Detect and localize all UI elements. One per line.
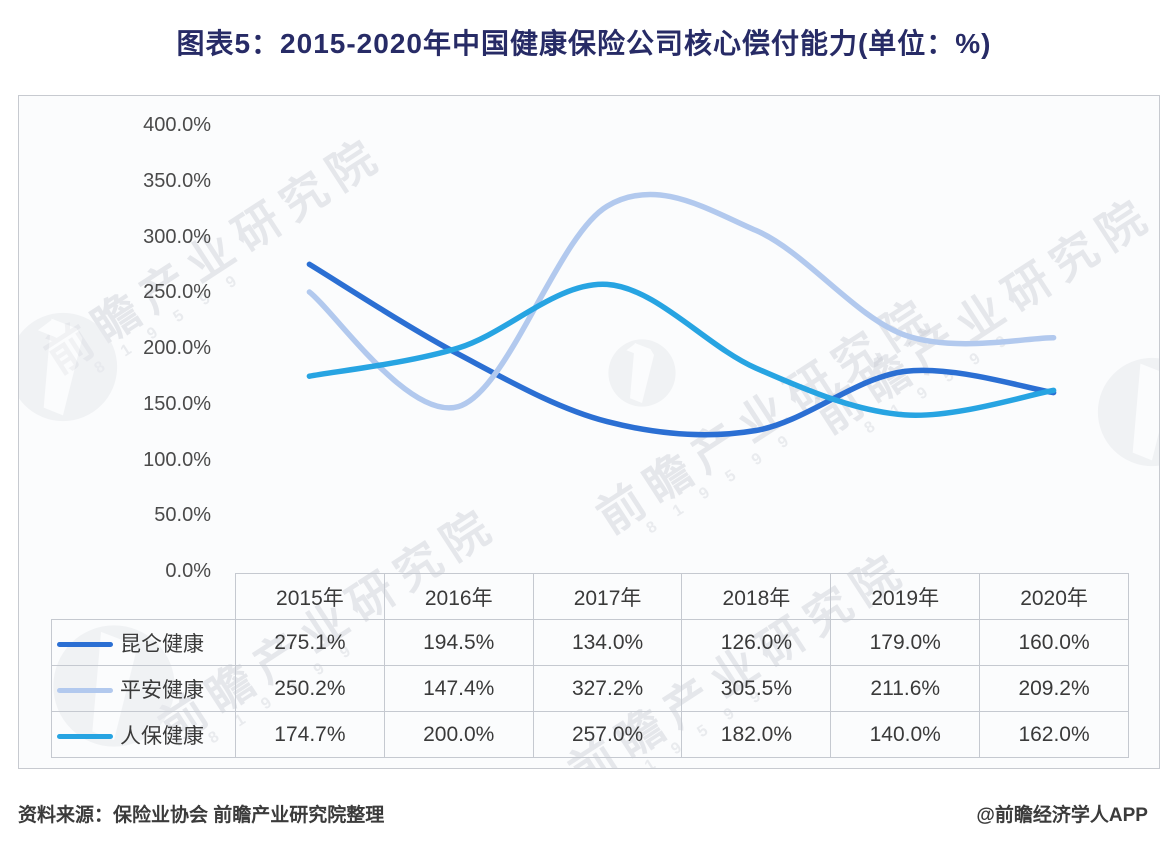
data-table: 2015年 2016年 2017年 2018年 2019年 2020年 昆仑健康 275.1… <box>51 573 1129 758</box>
series-legend-0: 昆仑健康 <box>51 619 236 666</box>
page-title: 图表5：2015-2020年中国健康保险公司核心偿付能力(单位：%) <box>176 28 992 59</box>
credit-note: @前瞻经济学人APP <box>976 805 1148 826</box>
table-cell-value: 257.0% <box>532 711 683 758</box>
table-cell-value: 209.2% <box>979 665 1129 712</box>
table-cell-value: 160.0% <box>979 619 1129 666</box>
table-cell-value: 275.1% <box>235 619 385 666</box>
y-axis-tick-label: 150.0% <box>143 392 211 415</box>
table-cell-value: 305.5% <box>681 665 832 712</box>
series-legend-2: 人保健康 <box>51 711 236 758</box>
table-header-year: 2020年 <box>979 573 1129 620</box>
logo-watermark-icon <box>19 312 118 422</box>
table-cell-value: 134.0% <box>532 619 683 666</box>
table-cell-value: 147.4% <box>383 665 534 712</box>
line-plot <box>306 191 1057 438</box>
table-cell-value: 162.0% <box>979 711 1129 758</box>
table-cell-value: 327.2% <box>532 665 683 712</box>
legend-line-swatch <box>57 734 113 740</box>
table-cell-value: 126.0% <box>681 619 832 666</box>
table-header-row: 2015年 2016年 2017年 2018年 2019年 2020年 <box>52 573 1129 620</box>
table-row: 平安健康 250.2% 147.4% 327.2% 305.5% 211.6% 209.2% <box>51 665 1129 712</box>
series-legend-1: 平安健康 <box>51 665 236 712</box>
y-axis-tick-label: 200.0% <box>143 337 211 359</box>
table-cell-value: 140.0% <box>830 711 981 758</box>
table-row: 人保健康 174.7% 200.0% 257.0% 182.0% 140.0% 162.0% <box>51 711 1129 758</box>
series-line-0 <box>306 261 1057 438</box>
y-axis-tick-label: 0.0% <box>165 560 211 582</box>
table-header-year: 2019年 <box>830 573 981 620</box>
chart-area: 前瞻产业研究院 8 1 9 5 9 9 前瞻产业研究院 8 1 9 5 9 9 … <box>18 95 1160 769</box>
table-header-year: 2015年 <box>235 573 385 620</box>
series-name: 昆仑健康 <box>120 632 204 656</box>
series-name: 平安健康 <box>120 678 204 702</box>
logo-watermark-icon <box>608 339 676 407</box>
y-axis-tick-label: 300.0% <box>143 225 211 248</box>
table-header-year: 2018年 <box>681 573 832 620</box>
logo-watermark-icon <box>1097 357 1159 467</box>
y-axis-tick-label: 350.0% <box>143 169 211 192</box>
table-cell-value: 182.0% <box>681 711 832 758</box>
table-row: 昆仑健康 275.1% 194.5% 134.0% 126.0% 179.0% 160.0% <box>51 619 1129 666</box>
table-cell-value: 179.0% <box>830 619 981 666</box>
series-line-1 <box>306 191 1057 411</box>
legend-line-swatch <box>57 688 113 694</box>
series-name: 人保健康 <box>120 724 204 748</box>
y-axis-tick-label: 250.0% <box>143 281 211 304</box>
table-header-year: 2017年 <box>532 573 683 620</box>
y-axis-tick-label: 50.0% <box>154 504 211 527</box>
table-cell-value: 250.2% <box>235 665 385 712</box>
source-note: 资料来源：保险业协会 前瞻产业研究院整理 <box>18 805 385 826</box>
table-cell-value: 174.7% <box>235 711 385 758</box>
legend-line-swatch <box>57 642 113 648</box>
table-header-year: 2016年 <box>383 573 534 620</box>
y-axis-tick-label: 100.0% <box>143 448 211 471</box>
table-corner-cell <box>52 574 236 620</box>
y-axis-tick-label: 400.0% <box>143 114 211 136</box>
series-line-2 <box>306 281 1057 419</box>
table-cell-value: 200.0% <box>383 711 534 758</box>
table-cell-value: 194.5% <box>383 619 534 666</box>
table-cell-value: 211.6% <box>830 665 981 712</box>
